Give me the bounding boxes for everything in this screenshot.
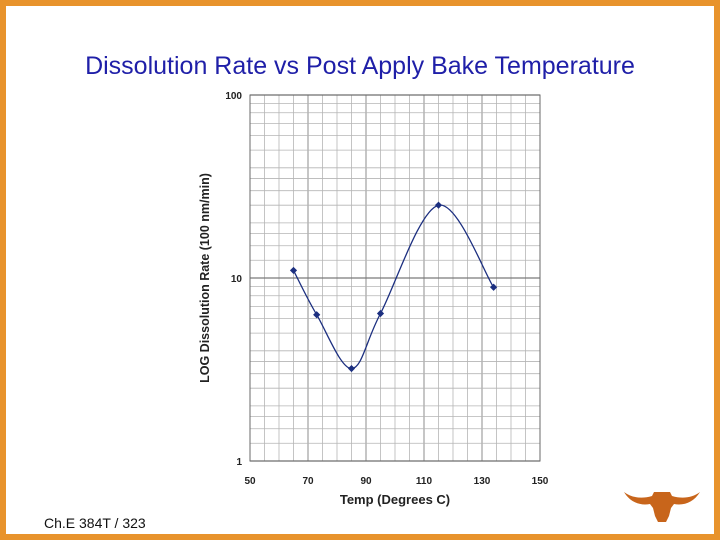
x-axis-label: Temp (Degrees C): [340, 492, 450, 507]
data-point: [313, 311, 321, 319]
footer-text: Ch.E 384T / 323: [44, 515, 146, 531]
x-tick-label: 130: [474, 476, 491, 487]
longhorn-logo-icon: [624, 492, 700, 522]
data-point: [434, 201, 443, 209]
y-tick-label: 1: [236, 457, 242, 468]
x-tick-label: 50: [244, 476, 256, 487]
x-tick-labels: 50 70 90 110 130 150: [244, 476, 548, 487]
data-point: [289, 266, 298, 275]
y-axis-label: LOG Dissolution Rate (100 nm/min): [198, 173, 212, 383]
x-tick-label: 90: [360, 476, 372, 487]
data-point: [347, 364, 356, 373]
x-tick-label: 70: [302, 476, 314, 487]
plot-frame: [249, 94, 541, 462]
series-markers: [289, 201, 498, 373]
slide-title: Dissolution Rate vs Post Apply Bake Temp…: [85, 52, 635, 80]
x-tick-label: 110: [416, 476, 433, 487]
data-point: [376, 309, 385, 318]
y-tick-labels: 1 10 100: [225, 91, 242, 468]
y-tick-label: 100: [225, 91, 242, 102]
y-tick-label: 10: [231, 274, 243, 285]
grid: [249, 94, 541, 462]
data-point: [490, 283, 498, 291]
x-tick-label: 150: [532, 476, 549, 487]
